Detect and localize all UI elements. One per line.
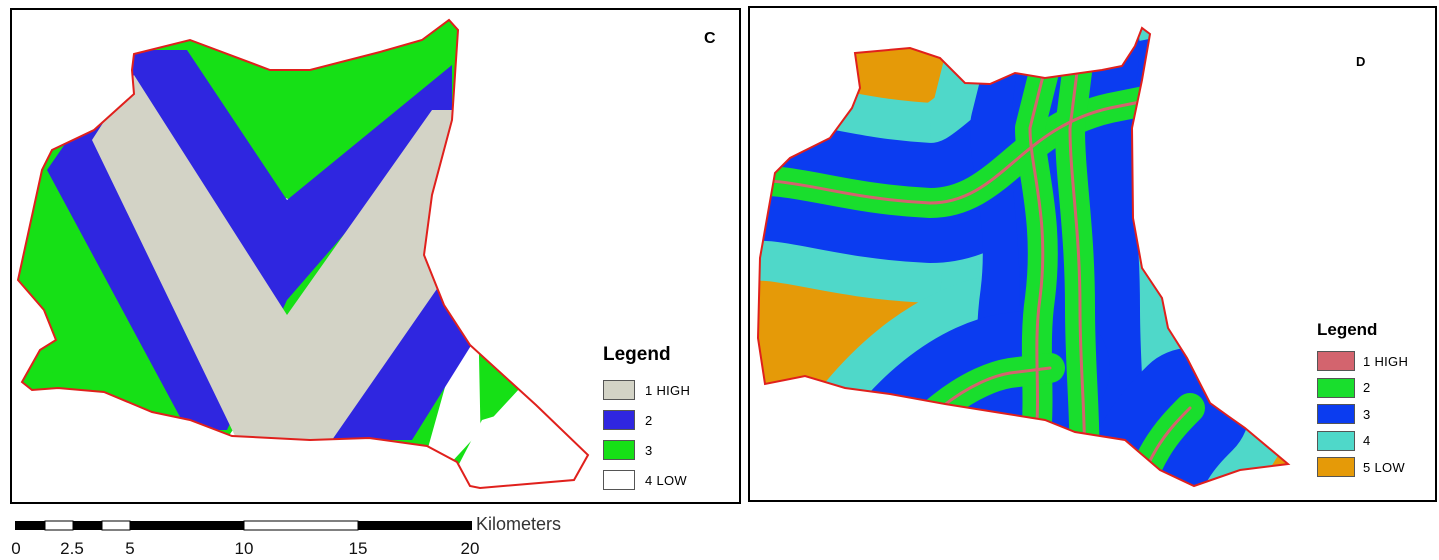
- legend-d-item-4: 4: [1317, 428, 1408, 455]
- legend-c-item-3: 3: [603, 435, 690, 465]
- scale-bar-segment-7: [358, 521, 472, 530]
- legend-c-swatch-3: [603, 440, 635, 460]
- panel-d-label: D: [1356, 54, 1366, 69]
- scale-tick-10: 10: [235, 539, 254, 558]
- legend-c-item-2: 2: [603, 405, 690, 435]
- legend-c-item-4: 4 LOW: [603, 465, 690, 495]
- legend-d: Legend 1 HIGH 2 3 4 5 LOW: [1317, 320, 1408, 481]
- scale-bar-segment-6: [243, 520, 359, 531]
- scale-bar-unit: Kilometers: [476, 514, 561, 534]
- legend-d-label-5: 5 LOW: [1363, 459, 1405, 475]
- legend-d-swatch-3: [1317, 404, 1355, 425]
- scale-bar-segment-1: [15, 521, 45, 530]
- legend-d-item-2: 2: [1317, 375, 1408, 402]
- panel-c-label: C: [704, 30, 716, 47]
- legend-d-item-3: 3: [1317, 401, 1408, 428]
- scale-bar-segment-5: [130, 521, 244, 530]
- scale-bar-segment-3: [73, 521, 102, 530]
- legend-d-item-1: 1 HIGH: [1317, 348, 1408, 375]
- legend-d-swatch-4: [1317, 430, 1355, 451]
- legend-c-item-1: 1 HIGH: [603, 375, 690, 405]
- legend-c-label-2: 2: [645, 412, 653, 428]
- legend-c-swatch-4: [603, 470, 635, 490]
- legend-c-title: Legend: [603, 344, 671, 365]
- legend-d-label-2: 2: [1363, 380, 1371, 396]
- scale-tick-20: 20: [461, 539, 480, 558]
- legend-c-swatch-1: [603, 380, 635, 400]
- map-d-boundary: [756, 26, 1291, 488]
- scale-bar-segment-2: [44, 520, 74, 531]
- scale-bar-segments: [15, 520, 472, 531]
- legend-c-label-1: 1 HIGH: [645, 382, 691, 398]
- legend-d-title: Legend: [1317, 320, 1378, 339]
- legend-c-swatch-2: [603, 410, 635, 430]
- legend-d-label-1: 1 HIGH: [1363, 353, 1409, 369]
- legend-c-label-4: 4 LOW: [645, 472, 687, 488]
- legend-d-swatch-1: [1317, 351, 1355, 372]
- legend-d-label-3: 3: [1363, 406, 1371, 422]
- legend-d-swatch-5: [1317, 457, 1355, 478]
- scale-tick-2-5: 2.5: [60, 539, 84, 558]
- legend-c: Legend 1 HIGH 2 3 4 LOW: [603, 344, 690, 495]
- legend-c-label-3: 3: [645, 442, 653, 458]
- scale-tick-0: 0: [11, 539, 20, 558]
- map-panel-c: C Legend 1 HIGH 2 3 4 LOW: [10, 8, 741, 504]
- map-c-canvas: [16, 18, 590, 490]
- map-c-boundary: [16, 18, 590, 490]
- scale-bar: Kilometers 0 2.5 5 10 15 20: [11, 514, 561, 558]
- legend-d-item-5: 5 LOW: [1317, 454, 1408, 481]
- scale-tick-5: 5: [125, 539, 134, 558]
- legend-d-swatch-2: [1317, 377, 1355, 398]
- map-panel-d: D Legend 1 HIGH 2 3 4 5 LOW: [748, 6, 1437, 502]
- scale-bar-segment-4: [101, 520, 131, 531]
- legend-d-label-4: 4: [1363, 433, 1371, 449]
- map-d-canvas: [756, 26, 1291, 488]
- scale-tick-15: 15: [349, 539, 368, 558]
